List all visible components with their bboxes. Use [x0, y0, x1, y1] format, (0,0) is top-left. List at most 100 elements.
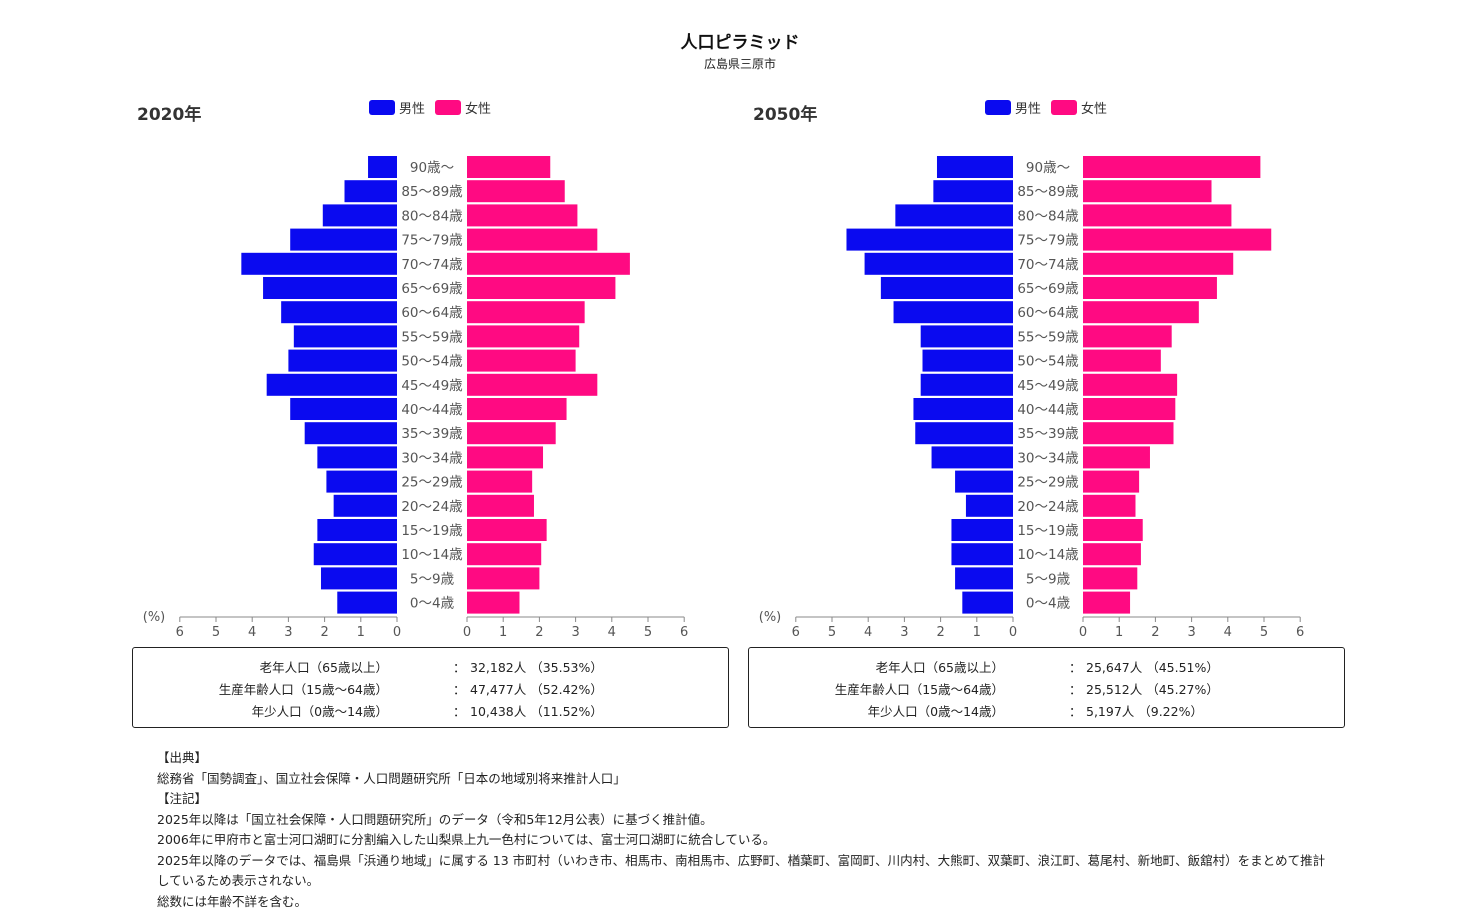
age-label: 0〜4歳	[410, 596, 455, 612]
bar-female-1	[1083, 567, 1138, 590]
age-label: 85〜89歳	[1017, 184, 1079, 200]
bar-female-15	[1083, 228, 1272, 251]
bar-male-12	[893, 301, 1013, 324]
summary-row-working-age: 生産年齢人口（15歳〜64歳） ： 25,512人 （45.27%）	[749, 679, 1344, 699]
legend-item-male[interactable]: 男性	[369, 98, 425, 117]
bar-female-0	[1083, 591, 1131, 614]
tick-label: 0	[1009, 625, 1017, 640]
bar-female-14	[1083, 252, 1234, 275]
bar-female-3	[1083, 519, 1143, 541]
bar-female-8	[467, 398, 567, 420]
age-label: 25〜29歳	[1017, 475, 1079, 491]
legend-item-female[interactable]: 女性	[1051, 98, 1107, 117]
tick-label: 4	[608, 625, 616, 640]
legend-label-male: 男性	[1015, 102, 1042, 117]
bar-male-0	[962, 591, 1013, 614]
age-label: 5〜9歳	[1026, 571, 1071, 587]
age-label: 80〜84歳	[1017, 208, 1079, 224]
bar-male-14	[241, 252, 397, 275]
bar-male-16	[895, 204, 1013, 227]
age-label: 90歳〜	[410, 160, 454, 176]
age-label: 65〜69歳	[1017, 281, 1079, 297]
summary-value: 32,182人 （35.53%）	[470, 660, 603, 675]
tick-label: 6	[1296, 625, 1304, 640]
chart-legend[interactable]: 男性 女性	[985, 98, 1117, 117]
age-label: 65〜69歳	[401, 281, 463, 297]
bar-female-9	[1083, 373, 1178, 396]
summary-value: 25,647人 （45.51%）	[1086, 660, 1219, 675]
summary-value: 10,438人 （11.52%）	[470, 704, 603, 719]
bar-male-17	[344, 180, 397, 203]
notes-line: しているため表示されない。	[157, 873, 320, 888]
age-label: 80〜84歳	[401, 208, 463, 224]
age-label: 30〜34歳	[401, 450, 463, 466]
axis-unit-label: (%)	[759, 610, 782, 625]
age-label: 15〜19歳	[401, 523, 463, 539]
tick-label: 4	[1224, 625, 1232, 640]
age-label: 35〜39歳	[401, 426, 463, 442]
notes-line: 2006年に甲府市と富士河口湖町に分割編入した山梨県上九一色村については、富士河…	[157, 832, 776, 847]
summary-label: 老年人口（65歳以上）	[875, 660, 1004, 675]
tick-label: 1	[499, 625, 507, 640]
bar-male-13	[880, 277, 1013, 299]
summary-label: 生産年齢人口（15歳〜64歳）	[218, 682, 388, 697]
age-label: 25〜29歳	[401, 475, 463, 491]
summary-box-2050: 老年人口（65歳以上） ： 25,647人 （45.51%） 生産年齢人口（15…	[748, 647, 1345, 728]
summary-row-elderly: 老年人口（65歳以上） ： 25,647人 （45.51%）	[749, 657, 1344, 677]
bar-male-12	[281, 301, 397, 324]
notes-line: 【出典】	[157, 750, 208, 765]
tick-label: 6	[176, 625, 184, 640]
bar-female-6	[1083, 446, 1150, 469]
notes-line: 総務省「国勢調査」、国立社会保障・人口問題研究所「日本の地域別将来推計人口」	[157, 770, 626, 786]
age-label: 55〜59歳	[401, 329, 463, 345]
age-label: 60〜64歳	[1017, 305, 1079, 321]
bar-female-10	[1083, 349, 1161, 372]
summary-row-elderly: 老年人口（65歳以上） ： 32,182人 （35.53%）	[133, 657, 728, 677]
tick-label: 3	[900, 625, 908, 640]
bar-male-3	[951, 519, 1013, 541]
chart-legend[interactable]: 男性 女性	[369, 98, 501, 117]
page-title: 人口ピラミッド	[680, 33, 800, 53]
bar-female-7	[1083, 422, 1174, 445]
tick-label: 5	[644, 625, 652, 640]
age-label: 20〜24歳	[401, 499, 463, 515]
tick-label: 1	[357, 625, 365, 640]
bar-male-11	[920, 325, 1013, 348]
notes-section: 【出典】 総務省「国勢調査」、国立社会保障・人口問題研究所「日本の地域別将来推計…	[157, 748, 1357, 912]
bar-male-6	[931, 446, 1013, 469]
age-label: 55〜59歳	[1017, 329, 1079, 345]
legend-item-male[interactable]: 男性	[985, 98, 1041, 117]
bar-female-17	[467, 180, 565, 203]
summary-row-youth: 年少人口（0歳〜14歳） ： 5,197人 （9.22%）	[749, 701, 1344, 721]
age-label: 40〜44歳	[401, 402, 463, 418]
bar-male-10	[922, 349, 1013, 372]
summary-label: 老年人口（65歳以上）	[259, 660, 388, 675]
bar-male-17	[933, 180, 1013, 203]
bar-male-15	[290, 228, 397, 251]
age-label: 20〜24歳	[1017, 499, 1079, 515]
bar-female-16	[467, 204, 578, 227]
tick-label: 6	[680, 625, 688, 640]
tick-label: 5	[828, 625, 836, 640]
bar-male-2	[951, 543, 1013, 566]
axis-unit-label: (%)	[143, 610, 166, 625]
tick-label: 4	[864, 625, 872, 640]
summary-row-working-age: 生産年齢人口（15歳〜64歳） ： 47,477人 （52.42%）	[133, 679, 728, 699]
bar-female-2	[467, 543, 542, 566]
pyramid-panel-2050: 0〜4歳 5〜9歳 10〜14歳 15〜19歳 20〜24歳 25〜29歳 30〜34歳 35…	[748, 90, 1348, 650]
summary-box-2020: 老年人口（65歳以上） ： 32,182人 （35.53%） 生産年齢人口（15…	[132, 647, 729, 728]
bar-female-4	[1083, 494, 1136, 517]
age-label: 5〜9歳	[410, 571, 455, 587]
bar-female-4	[467, 494, 534, 517]
bar-female-7	[467, 422, 556, 445]
bar-female-0	[467, 591, 520, 614]
tick-label: 2	[1151, 625, 1159, 640]
age-label: 10〜14歳	[401, 547, 463, 563]
bar-male-2	[313, 543, 397, 566]
bar-female-16	[1083, 204, 1232, 227]
legend-item-female[interactable]: 女性	[435, 98, 491, 117]
age-label: 60〜64歳	[401, 305, 463, 321]
bar-male-1	[955, 567, 1013, 590]
bar-female-13	[1083, 277, 1217, 299]
tick-label: 0	[1079, 625, 1087, 640]
